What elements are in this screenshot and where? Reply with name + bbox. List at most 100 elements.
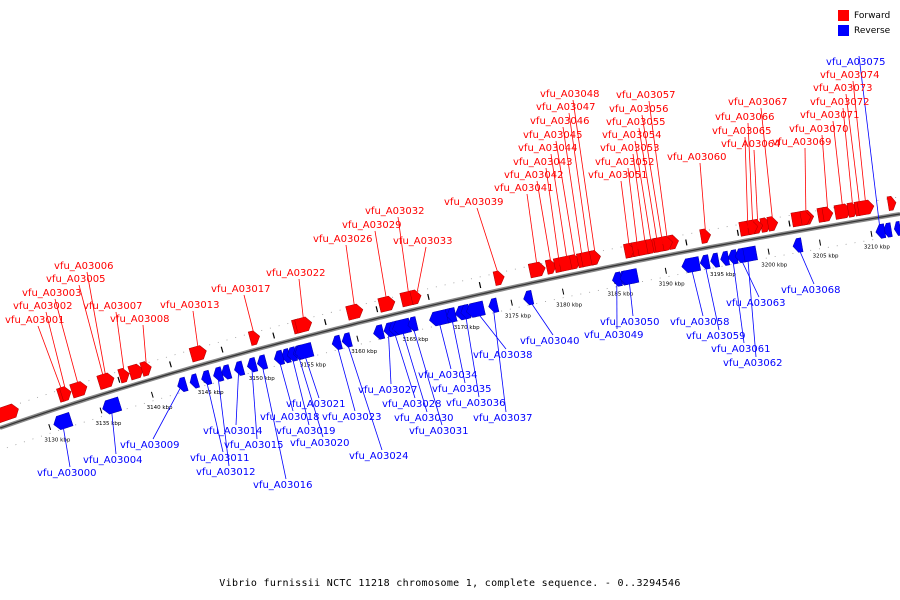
gene-arrow-reverse: [234, 360, 246, 376]
map-caption: Vibrio furnissii NCTC 11218 chromosome 1…: [219, 578, 681, 589]
tick-label: 3175 kbp: [505, 313, 531, 319]
gene-label: vfu_A03071: [800, 110, 859, 121]
gene-label: vfu_A03036: [446, 398, 505, 409]
tick-label: 3155 kbp: [300, 362, 326, 368]
label-leader-line: [634, 140, 653, 247]
gene-arrow-forward: [127, 363, 144, 381]
label-leader-line: [45, 311, 67, 394]
gene-label: vfu_A03067: [728, 97, 787, 108]
minor-tick: [427, 293, 430, 300]
tick-label: 3190 kbp: [659, 282, 685, 288]
gene-arrow-forward: [856, 199, 875, 216]
label-leader-line: [747, 122, 754, 228]
gene-arrow-forward: [699, 228, 712, 244]
label-leader-line: [415, 246, 427, 297]
gene-label: vfu_A03062: [723, 358, 782, 369]
label-leader-line: [797, 245, 815, 285]
label-leader-line: [638, 127, 659, 245]
gene-arrow-reverse: [681, 256, 702, 273]
minor-tick: [169, 361, 172, 368]
gene-label: vfu_A03029: [342, 220, 401, 231]
label-leader-line: [400, 326, 428, 413]
gene-label: vfu_A03074: [820, 70, 879, 81]
label-leader-line: [648, 100, 669, 244]
gene-label: vfu_A03000: [37, 468, 96, 479]
gene-label: vfu_A03034: [418, 370, 477, 381]
label-leader-line: [744, 136, 749, 228]
gene-arrow-forward: [821, 206, 834, 222]
label-leader-line: [450, 315, 466, 384]
gene-arrow-reverse: [331, 334, 343, 351]
tick-mark: [767, 248, 770, 255]
gene-arrow-forward: [589, 250, 601, 266]
minor-tick: [272, 332, 276, 339]
label-leader-line: [492, 305, 507, 413]
gene-features: [0, 195, 900, 430]
label-leader-line: [641, 114, 664, 244]
gene-arrow-forward: [886, 195, 897, 211]
gene-label: vfu_A03011: [190, 453, 249, 464]
tick-mark: [510, 299, 513, 306]
reverse-swatch: [838, 25, 849, 36]
gene-label: vfu_A03001: [5, 315, 64, 326]
gene-label: vfu_A03033: [393, 236, 452, 247]
tick-label: 3160 kbp: [351, 349, 377, 355]
gene-arrow-forward: [799, 210, 812, 226]
gene-label: vfu_A03043: [513, 157, 572, 168]
gene-label: vfu_A03018: [260, 412, 319, 423]
gene-label: vfu_A03022: [266, 268, 325, 279]
gene-label: vfu_A03014: [203, 426, 262, 437]
gene-label: vfu_A03023: [322, 412, 381, 423]
label-leader-line: [747, 254, 757, 358]
gene-label: vfu_A03030: [394, 413, 453, 424]
label-leader-line: [61, 421, 71, 468]
gene-label: vfu_A03027: [358, 385, 417, 396]
gene-label: vfu_A03075: [826, 57, 885, 68]
gene-label: vfu_A03066: [715, 112, 774, 123]
gene-label: vfu_A03068: [781, 285, 840, 296]
tick-label: 3165 kbp: [402, 337, 428, 343]
gene-arrow-forward: [59, 386, 72, 402]
label-leader-line: [628, 277, 634, 317]
gene-arrow-forward: [139, 361, 152, 377]
gene-arrow-forward: [766, 216, 779, 232]
gene-arrow-reverse: [294, 342, 315, 360]
label-leader-line: [278, 357, 294, 412]
label-leader-line: [217, 374, 230, 467]
gene-arrow-reverse: [619, 268, 640, 286]
gene-arrow-reverse: [894, 220, 900, 236]
gene-label: vfu_A03003: [22, 288, 81, 299]
tick-label: 3200 kbp: [761, 262, 787, 268]
gene-arrow-reverse: [407, 316, 419, 332]
label-leader-line: [392, 328, 416, 399]
gene-arrow-forward: [345, 303, 364, 321]
gene-arrow-forward: [69, 381, 88, 399]
label-leader-line: [291, 354, 310, 426]
label-leader-line: [760, 107, 774, 224]
label-leader-line: [704, 262, 720, 331]
label-leader-line: [142, 324, 147, 369]
gene-arrow-forward: [247, 330, 260, 346]
gene-label: vfu_A03035: [432, 384, 491, 395]
label-leader-line: [572, 99, 596, 258]
gene-label: vfu_A03054: [602, 130, 661, 141]
minor-tick: [375, 306, 379, 313]
gene-label: vfu_A03028: [382, 399, 441, 410]
gene-arrow-reverse: [53, 412, 74, 430]
gene-arrow-reverse: [189, 373, 200, 389]
label-leaders: [37, 55, 881, 480]
gene-arrow-forward: [661, 235, 673, 252]
label-leader-line: [411, 324, 443, 426]
gene-labels: vfu_A03000 vfu_A03001 vfu_A03002 vfu_A03003…: [5, 57, 885, 491]
tick-mark: [356, 335, 359, 342]
gene-label: vfu_A03031: [409, 426, 468, 437]
gene-arrow-forward: [544, 259, 557, 275]
label-leader-line: [562, 126, 583, 261]
gene-label: vfu_A03051: [588, 170, 647, 181]
gene-label: vfu_A03073: [813, 83, 872, 94]
minor-tick: [323, 319, 327, 326]
tick-mark: [561, 288, 565, 295]
gene-label: vfu_A03061: [711, 344, 770, 355]
tick-label: 3145 kbp: [198, 390, 224, 396]
label-leader-line: [387, 330, 392, 385]
